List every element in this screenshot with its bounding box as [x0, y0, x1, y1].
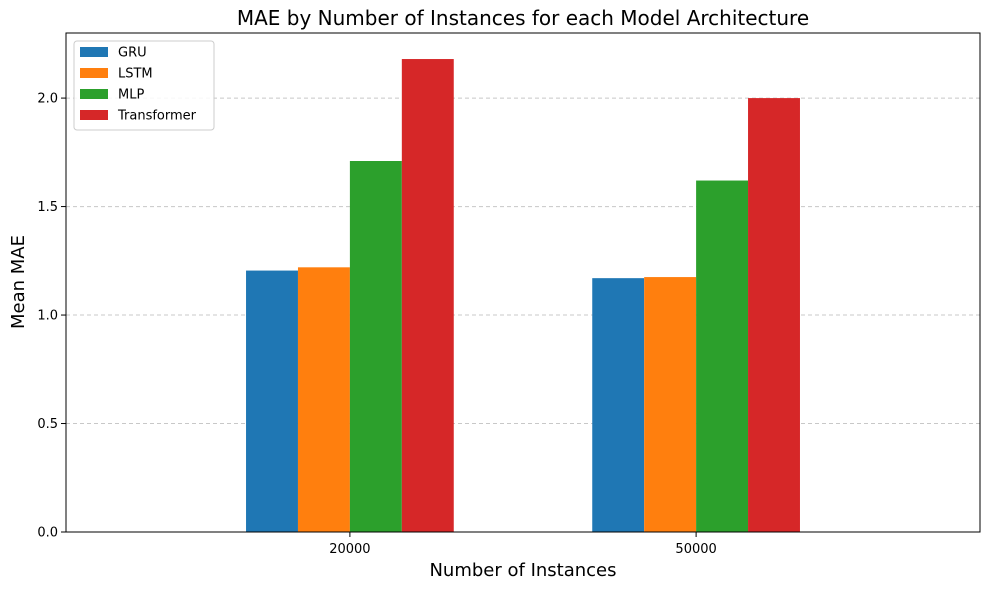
bar-transformer-20000 [401, 59, 454, 532]
bar-mlp-50000 [696, 180, 749, 532]
bar-lstm-50000 [644, 277, 697, 532]
x-axis-label: Number of Instances [429, 560, 616, 581]
bar-mlp-20000 [349, 161, 402, 533]
bar-gru-50000 [592, 278, 645, 532]
bars [246, 59, 800, 533]
y-tick-label: 0.5 [37, 417, 58, 432]
legend-label-gru: GRU [118, 46, 147, 61]
y-axis-label: Mean MAE [8, 235, 29, 329]
y-gridlines [66, 97, 980, 425]
legend: GRU LSTM MLP Transformer [73, 40, 215, 131]
x-tick-label: 50000 [675, 542, 716, 557]
legend-swatch-lstm [80, 68, 108, 78]
y-tick-label: 1.0 [37, 309, 58, 324]
y-tick-label: 1.5 [37, 200, 58, 215]
x-axis-ticks: 20000 50000 [329, 532, 717, 557]
legend-swatch-mlp [80, 89, 108, 99]
legend-box [73, 40, 215, 131]
x-tick-label: 20000 [329, 542, 370, 557]
y-tick-label: 0.0 [37, 526, 58, 541]
plot-frame [65, 32, 981, 533]
y-tick-label: 2.0 [37, 92, 58, 107]
chart-title: MAE by Number of Instances for each Mode… [237, 6, 809, 30]
legend-label-transformer: Transformer [117, 109, 197, 124]
legend-swatch-transformer [80, 110, 108, 120]
legend-label-mlp: MLP [118, 88, 144, 103]
bar-gru-20000 [246, 270, 298, 532]
legend-swatch-gru [80, 47, 108, 57]
bar-lstm-20000 [297, 267, 350, 532]
bar-transformer-50000 [748, 98, 800, 532]
y-axis-ticks: 0.0 0.5 1.0 1.5 2.0 [37, 92, 66, 541]
legend-label-lstm: LSTM [118, 67, 153, 82]
